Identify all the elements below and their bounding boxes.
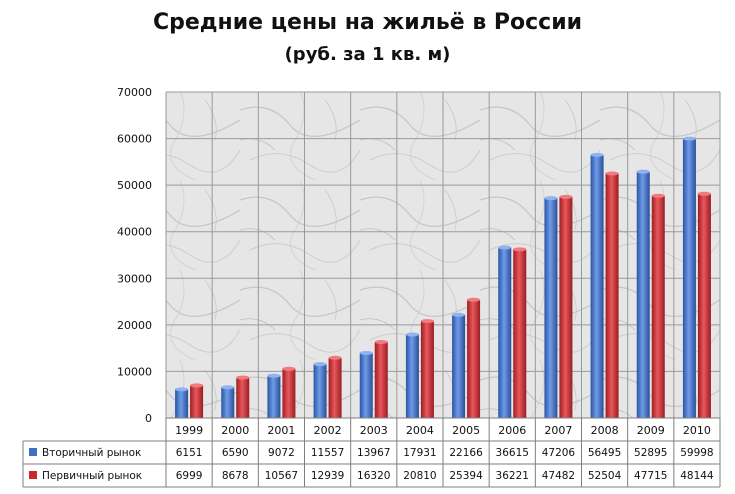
data-label: 12939 (311, 470, 344, 482)
data-label: 59998 (680, 447, 713, 459)
bar (590, 154, 604, 418)
data-label: 16320 (357, 470, 390, 482)
x-tick-label: 2009 (637, 424, 665, 437)
bar-cap (697, 191, 711, 196)
bar (282, 368, 296, 418)
data-label: 6590 (222, 447, 249, 459)
data-label: 36615 (496, 447, 529, 459)
data-label: 47206 (542, 447, 576, 459)
data-label: 22166 (449, 447, 483, 459)
legend-swatch (29, 448, 37, 456)
bar (682, 138, 696, 418)
data-label: 17931 (403, 447, 436, 459)
y-tick-label: 30000 (117, 272, 152, 285)
bar (328, 357, 342, 418)
bar-cap (651, 193, 665, 198)
bar (236, 377, 250, 418)
bar (452, 314, 466, 418)
bar-cap (175, 387, 189, 392)
bar (420, 321, 434, 418)
bar (651, 195, 665, 418)
x-tick-label: 2005 (452, 424, 480, 437)
bar (697, 193, 711, 418)
bar (636, 171, 650, 418)
chart-title: Средние цены на жильё в России (152, 10, 583, 35)
bar-cap (221, 385, 235, 390)
x-tick-label: 2007 (544, 424, 572, 437)
x-tick-label: 2004 (406, 424, 434, 437)
data-label: 10567 (265, 470, 298, 482)
data-label: 6999 (176, 470, 203, 482)
data-label: 6151 (176, 447, 203, 459)
bar (467, 299, 481, 418)
bar-cap (544, 196, 558, 201)
data-label: 52895 (634, 447, 667, 459)
bar (605, 173, 619, 418)
data-label: 47482 (542, 470, 575, 482)
x-tick-label: 2003 (360, 424, 388, 437)
bar (405, 334, 419, 418)
x-tick-label: 2000 (221, 424, 249, 437)
bar-cap (636, 169, 650, 174)
bar-cap (328, 355, 342, 360)
y-tick-label: 50000 (117, 179, 152, 192)
data-label: 9072 (268, 447, 295, 459)
bar-cap (405, 332, 419, 337)
bar-cap (498, 245, 512, 250)
x-tick-label: 2006 (498, 424, 526, 437)
bar-cap (682, 136, 696, 141)
bar-cap (513, 247, 527, 252)
bar (313, 364, 327, 418)
bar-cap (313, 362, 327, 367)
bar-cap (420, 319, 434, 324)
bar-cap (559, 194, 573, 199)
y-tick-label: 70000 (117, 86, 152, 99)
bar-cap (605, 171, 619, 176)
bar (559, 196, 573, 418)
data-label: 13967 (357, 447, 390, 459)
x-tick-label: 2008 (591, 424, 619, 437)
bar (221, 387, 235, 418)
y-tick-label: 40000 (117, 226, 152, 239)
data-label: 36221 (496, 470, 529, 482)
bar-cap (374, 339, 388, 344)
x-tick-label: 2001 (267, 424, 295, 437)
bar (267, 375, 281, 418)
x-tick-label: 2010 (683, 424, 711, 437)
bar-cap (359, 350, 373, 355)
bar-cap (590, 152, 604, 157)
chart-subtitle: (руб. за 1 кв. м) (284, 44, 451, 65)
bar-cap (267, 373, 281, 378)
bar-cap (282, 366, 296, 371)
data-label: 52504 (588, 470, 622, 482)
data-label: 48144 (680, 470, 714, 482)
y-tick-label: 10000 (117, 365, 152, 378)
bar (544, 198, 558, 418)
bar-cap (236, 375, 250, 380)
data-label: 8678 (222, 470, 249, 482)
y-tick-label: 20000 (117, 319, 152, 332)
legend-label: Первичный рынок (42, 470, 142, 482)
x-tick-label: 1999 (175, 424, 203, 437)
legend-swatch (29, 471, 37, 479)
bar (498, 247, 512, 418)
bar (190, 385, 204, 418)
bar-cap (452, 312, 466, 317)
legend-label: Вторичный рынок (42, 447, 141, 459)
data-label: 56495 (588, 447, 621, 459)
y-tick-label: 60000 (117, 133, 152, 146)
y-tick-label: 0 (145, 412, 152, 425)
data-label: 25394 (449, 470, 483, 482)
data-label: 47715 (634, 470, 667, 482)
bar-cap (467, 297, 481, 302)
bar (359, 352, 373, 418)
bar-cap (190, 383, 204, 388)
data-label: 11557 (311, 447, 344, 459)
x-tick-label: 2002 (314, 424, 342, 437)
bar (513, 249, 527, 418)
data-label: 20810 (403, 470, 436, 482)
bar (175, 389, 189, 418)
bar (374, 341, 388, 418)
